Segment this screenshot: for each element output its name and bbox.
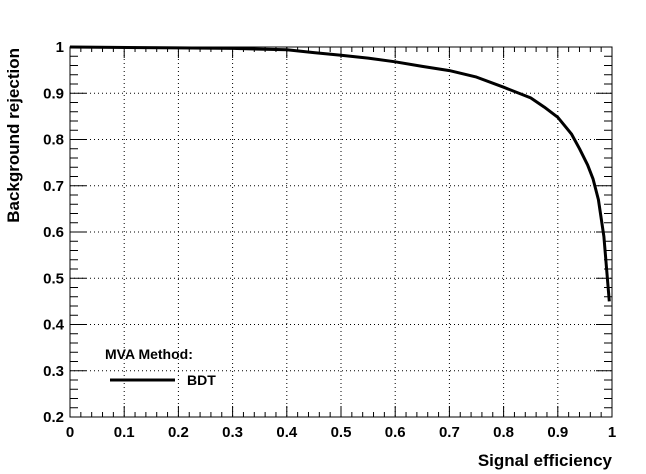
axis-ticks (69, 46, 613, 418)
x-tick-label: 0.2 (168, 424, 189, 441)
x-tick-label: 0.1 (114, 424, 135, 441)
y-tick-label: 0.8 (43, 132, 64, 149)
x-axis-title: Signal efficiency (478, 451, 613, 470)
legend: MVA Method: BDT (105, 346, 216, 388)
x-tick-label: 0.6 (385, 424, 406, 441)
y-tick-label: 0.5 (43, 270, 64, 287)
x-tick-label: 1 (608, 424, 616, 441)
y-tick-label: 1 (56, 39, 64, 56)
y-tick-label: 0.6 (43, 224, 64, 241)
x-tick-label: 0.9 (547, 424, 568, 441)
grid (70, 47, 612, 417)
x-tick-label: 0.3 (222, 424, 243, 441)
y-tick-label: 0.3 (43, 363, 64, 380)
plot-frame (69, 46, 613, 418)
y-tick-label: 0.2 (43, 409, 64, 426)
x-tick-label: 0.8 (493, 424, 514, 441)
y-tick-label: 0.4 (43, 317, 65, 334)
x-tick-labels: 0 0.1 0.2 0.3 0.4 0.5 0.6 0.7 0.8 0.9 1 (66, 424, 616, 441)
legend-entry-bdt: BDT (187, 372, 216, 388)
x-tick-label: 0 (66, 424, 74, 441)
x-tick-label: 0.7 (439, 424, 460, 441)
series-line-bdt (69, 45, 611, 302)
y-tick-label: 0.9 (43, 85, 64, 102)
y-tick-label: 0.7 (43, 178, 64, 195)
y-axis-title: Background rejection (4, 48, 23, 223)
y-tick-labels: 0.2 0.3 0.4 0.5 0.6 0.7 0.8 0.9 1 (43, 39, 65, 426)
x-tick-label: 0.4 (276, 424, 298, 441)
legend-title: MVA Method: (105, 346, 193, 362)
x-tick-label: 0.5 (331, 424, 352, 441)
